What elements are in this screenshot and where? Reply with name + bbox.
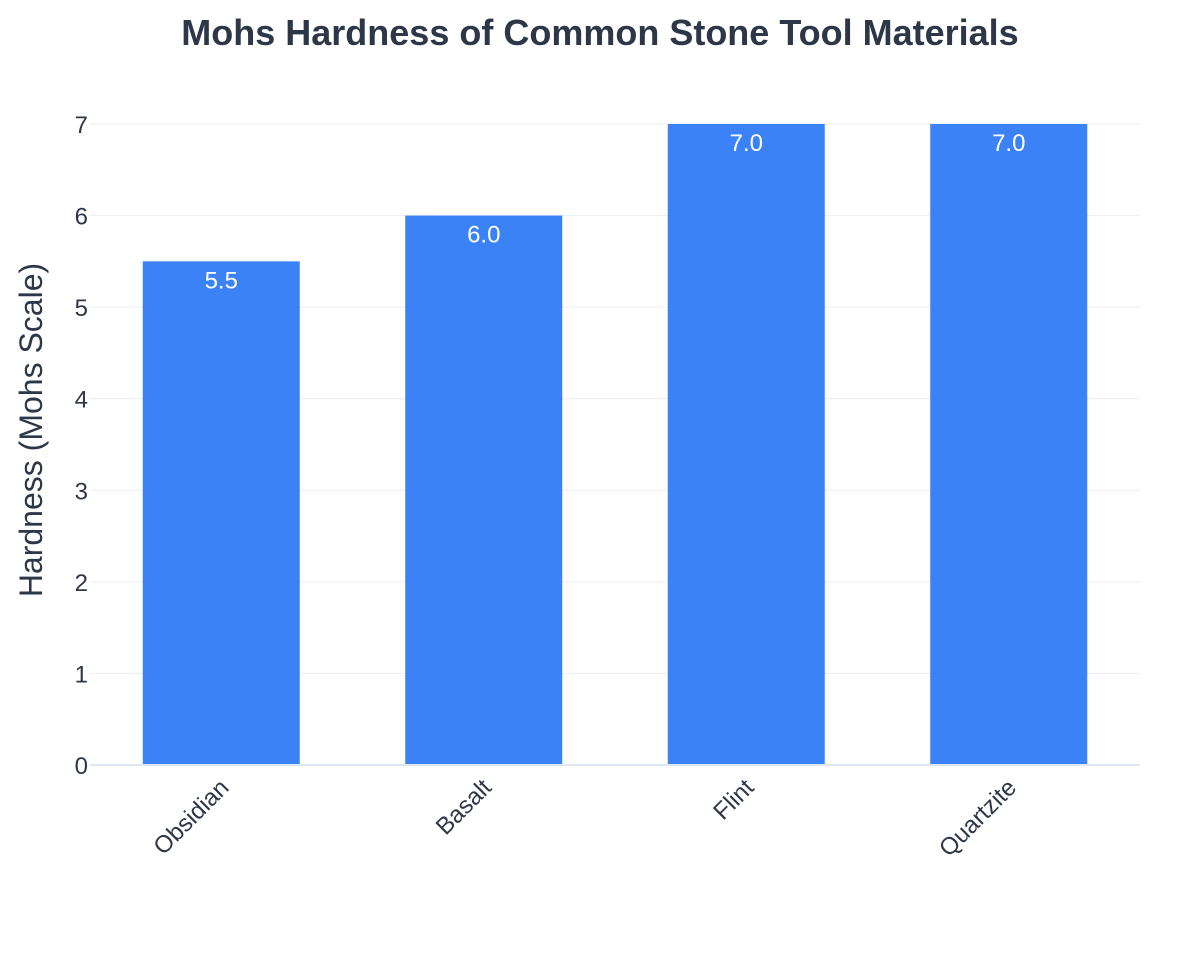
data-label: 7.0 bbox=[992, 130, 1025, 157]
bar bbox=[667, 124, 825, 765]
y-tick-label: 7 bbox=[75, 112, 88, 139]
bar bbox=[405, 215, 563, 766]
x-tick-label: Basalt bbox=[431, 774, 497, 840]
bar bbox=[142, 261, 300, 765]
x-tick-label: Flint bbox=[708, 774, 759, 825]
data-label: 7.0 bbox=[730, 130, 763, 157]
y-tick-label: 1 bbox=[75, 661, 88, 688]
x-tick-label: Quartzite bbox=[934, 774, 1022, 862]
chart-title: Mohs Hardness of Common Stone Tool Mater… bbox=[181, 12, 1018, 53]
y-tick-label: 2 bbox=[75, 570, 88, 597]
y-tick-label: 5 bbox=[75, 295, 88, 322]
y-tick-label: 0 bbox=[75, 753, 88, 780]
y-tick-label: 6 bbox=[75, 204, 88, 231]
data-label: 5.5 bbox=[205, 267, 238, 294]
bar bbox=[930, 124, 1088, 765]
bars: 5.5 6.0 7.0 7.0 bbox=[142, 124, 1088, 766]
y-axis-label: Hardness (Mohs Scale) bbox=[13, 263, 49, 597]
y-tick-label: 4 bbox=[75, 387, 88, 414]
data-label: 6.0 bbox=[467, 222, 500, 249]
x-tick-label: Obsidian bbox=[148, 774, 234, 860]
y-tick-label: 3 bbox=[75, 478, 88, 505]
